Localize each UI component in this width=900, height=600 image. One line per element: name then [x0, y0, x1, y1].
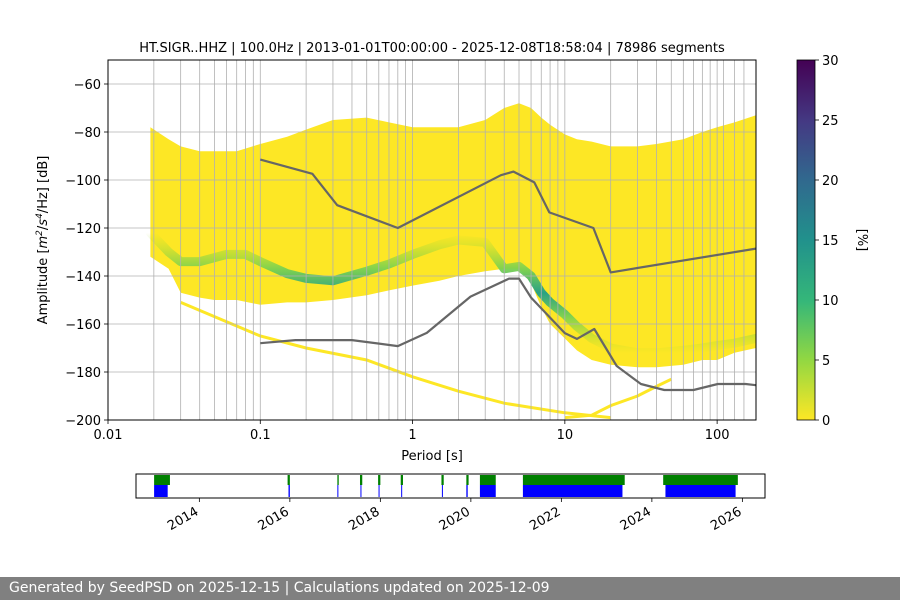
y-tick-label: −80 [74, 126, 101, 141]
x-tick-label: 100 [705, 428, 730, 443]
y-tick-label: −120 [65, 222, 101, 237]
y-tick-label: −60 [74, 78, 101, 93]
x-axis-label: Period [s] [401, 449, 463, 464]
noise-model-nlnm [260, 277, 756, 392]
processed-segment [360, 485, 362, 497]
plot-frame [107, 59, 757, 421]
availability-segment [337, 475, 339, 485]
availability-segment [522, 475, 625, 485]
availability-segment [378, 475, 381, 485]
processed-segment [665, 485, 736, 497]
availability-segment [287, 475, 290, 485]
colorbar-tick-label: 10 [822, 294, 839, 309]
availability-segment [441, 475, 444, 485]
timeline-x-axis: 2014 2016 2018 2020 2022 2024 2026 [165, 498, 744, 534]
timeline-tick-label: 2016 [256, 504, 292, 534]
colorbar-ticks: 0 5 10 15 20 25 30 [815, 54, 839, 429]
y-tick-label: −180 [65, 366, 101, 381]
y-axis: −60 −80 −100 −120 −140 −160 −180 −200 [65, 78, 108, 429]
x-tick-label: 0.01 [94, 428, 123, 443]
y-axis-label: Amplitude [m2/s4/Hz] [dB] [35, 156, 51, 325]
x-tick-label: 10 [557, 428, 574, 443]
availability-segment [154, 475, 170, 485]
y-tick-label: −200 [65, 414, 101, 429]
availability-segment [479, 475, 496, 485]
availability-segment [359, 475, 363, 485]
psd-mode-band [145, 228, 756, 358]
timeline-bars [154, 475, 738, 497]
availability-segment [466, 475, 469, 485]
timeline-tick-label: 2024 [618, 504, 654, 534]
colorbar-tick-label: 15 [822, 234, 839, 249]
availability-segment [663, 475, 738, 485]
noise-models [260, 158, 756, 392]
colorbar-tick-label: 20 [822, 174, 839, 189]
processed-segment [401, 485, 403, 497]
x-tick-label: 1 [408, 428, 416, 443]
colorbar-tick-label: 0 [822, 414, 830, 429]
x-axis: 0.01 0.1 1 10 100 [94, 420, 730, 443]
psd-heatmap [108, 60, 756, 420]
noise-model-nhnm [260, 158, 756, 274]
footer-text: Generated by SeedPSD on 2025-12-15 | Cal… [9, 580, 550, 596]
timeline-tick-label: 2014 [165, 504, 201, 534]
colorbar [796, 59, 816, 421]
processed-segment [378, 485, 380, 497]
chart-title: HT.SIGR..HHZ | 100.0Hz | 2013-01-01T00:0… [139, 41, 725, 56]
colorbar-tick-label: 25 [822, 114, 839, 129]
x-tick-label: 0.1 [250, 428, 271, 443]
colorbar-label: [%] [854, 229, 869, 252]
timeline-tick-label: 2026 [708, 504, 744, 534]
timeline-tick-label: 2020 [437, 504, 473, 534]
colorbar-tick-label: 30 [822, 54, 839, 69]
processed-segment [522, 485, 623, 497]
timeline-tick-label: 2022 [527, 504, 563, 534]
timeline-tick-label: 2018 [346, 504, 382, 534]
availability-segment [400, 475, 403, 485]
y-tick-label: −160 [65, 318, 101, 333]
y-tick-label: −100 [65, 174, 101, 189]
processed-segment [337, 485, 339, 497]
psd-envelope [150, 103, 756, 368]
timeline-axes [135, 473, 766, 499]
grid-lines [108, 60, 756, 420]
colorbar-tick-label: 5 [822, 354, 830, 369]
processed-segment [466, 485, 468, 497]
processed-segment [288, 485, 290, 497]
processed-segment [441, 485, 443, 497]
y-tick-label: −140 [65, 270, 101, 285]
processed-segment [154, 485, 168, 497]
footer-bar: Generated by SeedPSD on 2025-12-15 | Cal… [0, 577, 900, 600]
psd-spur-1 [564, 377, 672, 420]
processed-segment [479, 485, 496, 497]
